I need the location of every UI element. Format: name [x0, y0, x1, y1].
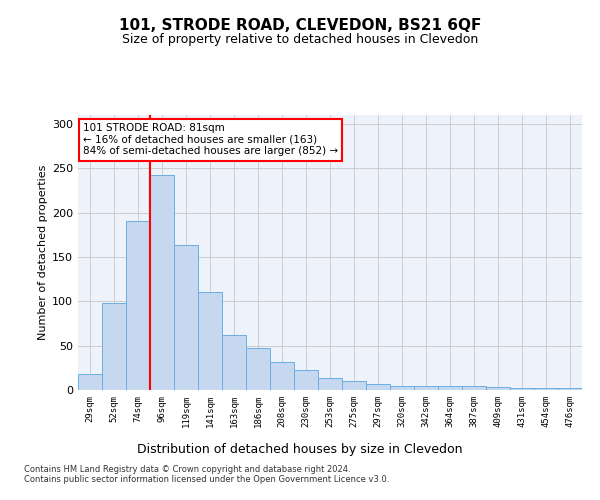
Bar [126, 222, 150, 390]
Bar [318, 378, 342, 390]
Text: 101, STRODE ROAD, CLEVEDON, BS21 6QF: 101, STRODE ROAD, CLEVEDON, BS21 6QF [119, 18, 481, 32]
Bar [414, 386, 438, 390]
Text: Distribution of detached houses by size in Clevedon: Distribution of detached houses by size … [137, 444, 463, 456]
Bar [78, 374, 102, 390]
Y-axis label: Number of detached properties: Number of detached properties [38, 165, 48, 340]
Bar [294, 370, 318, 390]
Bar [366, 384, 390, 390]
Bar [390, 386, 414, 390]
Bar [510, 388, 534, 390]
Bar [462, 386, 486, 390]
Bar [198, 292, 222, 390]
Bar [246, 348, 270, 390]
Bar [150, 176, 174, 390]
Text: Size of property relative to detached houses in Clevedon: Size of property relative to detached ho… [122, 32, 478, 46]
Bar [558, 388, 582, 390]
Bar [534, 388, 558, 390]
Bar [438, 386, 462, 390]
Bar [222, 335, 246, 390]
Bar [486, 388, 510, 390]
Bar [270, 362, 294, 390]
Text: Contains public sector information licensed under the Open Government Licence v3: Contains public sector information licen… [24, 476, 389, 484]
Bar [174, 246, 198, 390]
Text: Contains HM Land Registry data © Crown copyright and database right 2024.: Contains HM Land Registry data © Crown c… [24, 466, 350, 474]
Text: 101 STRODE ROAD: 81sqm
← 16% of detached houses are smaller (163)
84% of semi-de: 101 STRODE ROAD: 81sqm ← 16% of detached… [83, 123, 338, 156]
Bar [342, 381, 366, 390]
Bar [102, 303, 126, 390]
